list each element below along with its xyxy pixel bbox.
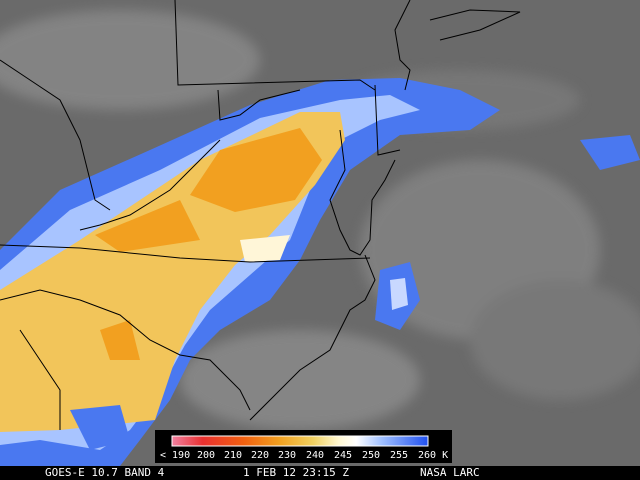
caption-product: GOES-E 10.7 BAND 4: [45, 466, 165, 479]
colorbar-label: 230: [278, 450, 296, 461]
colorbar-label: 260 K: [418, 450, 448, 461]
caption-source: NASA LARC: [420, 466, 480, 479]
colorbar-label: 245: [334, 450, 352, 461]
colorbar-label: 250: [362, 450, 380, 461]
colorbar-label: 240: [306, 450, 324, 461]
colorbar-label: 220: [251, 450, 269, 461]
imagery: [0, 0, 640, 466]
colorbar: < 190 200 210 220 230 240 245 250 255 260 K: [155, 430, 452, 463]
caption-datetime: 1 FEB 12 23:15 Z: [243, 466, 349, 479]
colorbar-label: < 190: [160, 450, 190, 461]
colorbar-label: 200: [197, 450, 215, 461]
boundaries: [0, 0, 521, 430]
colorbar-label: 255: [390, 450, 408, 461]
colorbar-label: 210: [224, 450, 242, 461]
caption-bar: [0, 466, 640, 480]
